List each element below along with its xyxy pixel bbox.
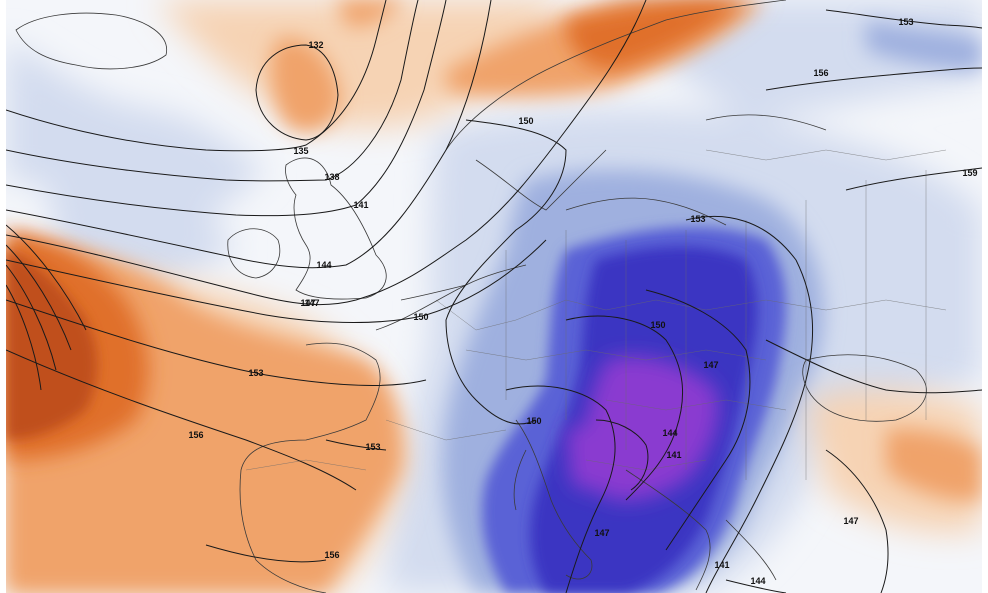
contour-label: 141: [353, 200, 368, 210]
contour-label-text: 156: [188, 430, 203, 440]
contour-label: 153: [248, 368, 263, 378]
contour-label: 153: [690, 214, 705, 224]
weather-map: 132 135 138 141 144 147 150 150 153 153 153 156 156 1…: [6, 0, 982, 593]
contour-label-text: 150: [413, 312, 428, 322]
geopotential-contours: [6, 0, 982, 593]
contour-label-text: 156: [324, 550, 339, 560]
country-borders: [245, 149, 947, 480]
contour-label: 147: [594, 528, 609, 538]
contour-label-text: 147: [703, 360, 718, 370]
cold-anomaly-core: [566, 356, 719, 501]
contour-label: 147: [304, 298, 319, 308]
contour-label-text: 150: [650, 320, 665, 330]
contour-label: 147: [300, 298, 315, 308]
contour-label: 150: [518, 116, 533, 126]
contour-label: 147: [843, 516, 858, 526]
contour-label-text: 147: [300, 298, 315, 308]
contour-label: 150: [650, 320, 665, 330]
contour-label-text: 147: [304, 298, 319, 308]
contour-label-text: 135: [293, 146, 308, 156]
contour-label-text: 144: [750, 576, 765, 586]
contour-label: 150: [526, 416, 541, 426]
contour-label-text: 138: [324, 172, 339, 182]
contour-label: 144: [750, 576, 765, 586]
contour-label-text: 147: [594, 528, 609, 538]
contour-label-text: 150: [526, 416, 541, 426]
coastlines: [15, 0, 927, 593]
warm-anomaly-deep: [6, 250, 98, 440]
map-canvas: 132 135 138 141 144 147 150 150 153 153 153 156 156 1…: [6, 0, 982, 593]
contour-label-text: 153: [898, 17, 913, 27]
contour-label-text: 141: [353, 200, 368, 210]
contour-label-text: 153: [690, 214, 705, 224]
contour-label: 156: [324, 550, 339, 560]
contour-label: 150: [413, 312, 428, 322]
contour-label: 135: [293, 146, 308, 156]
contour-label: 153: [365, 442, 380, 452]
contour-label: 141: [714, 560, 729, 570]
contour-label: 153: [898, 17, 913, 27]
contour-label-text: 156: [813, 68, 828, 78]
contour-label: 156: [813, 68, 828, 78]
contour-label: 147: [703, 360, 718, 370]
contour-labels: 132 135 138 141 144 147 150 150 153 153 153 156 156 1…: [188, 17, 977, 586]
contour-label-text: 141: [714, 560, 729, 570]
contour-label: 156: [188, 430, 203, 440]
contour-label-text: 141: [666, 450, 681, 460]
contour-label-text: 153: [365, 442, 380, 452]
contour-label-text: 153: [248, 368, 263, 378]
contour-label: 138: [324, 172, 339, 182]
contour-label-text: 147: [843, 516, 858, 526]
contour-label-text: 150: [518, 116, 533, 126]
contour-label-text: 144: [662, 428, 677, 438]
contour-label: 141: [666, 450, 681, 460]
contour-label-text: 132: [308, 40, 323, 50]
contour-label: 144: [662, 428, 677, 438]
contour-label: 144: [316, 260, 331, 270]
contour-label: 159: [962, 168, 977, 178]
contour-label-text: 159: [962, 168, 977, 178]
contour-label-text: 144: [316, 260, 331, 270]
contour-label: 132: [308, 40, 323, 50]
